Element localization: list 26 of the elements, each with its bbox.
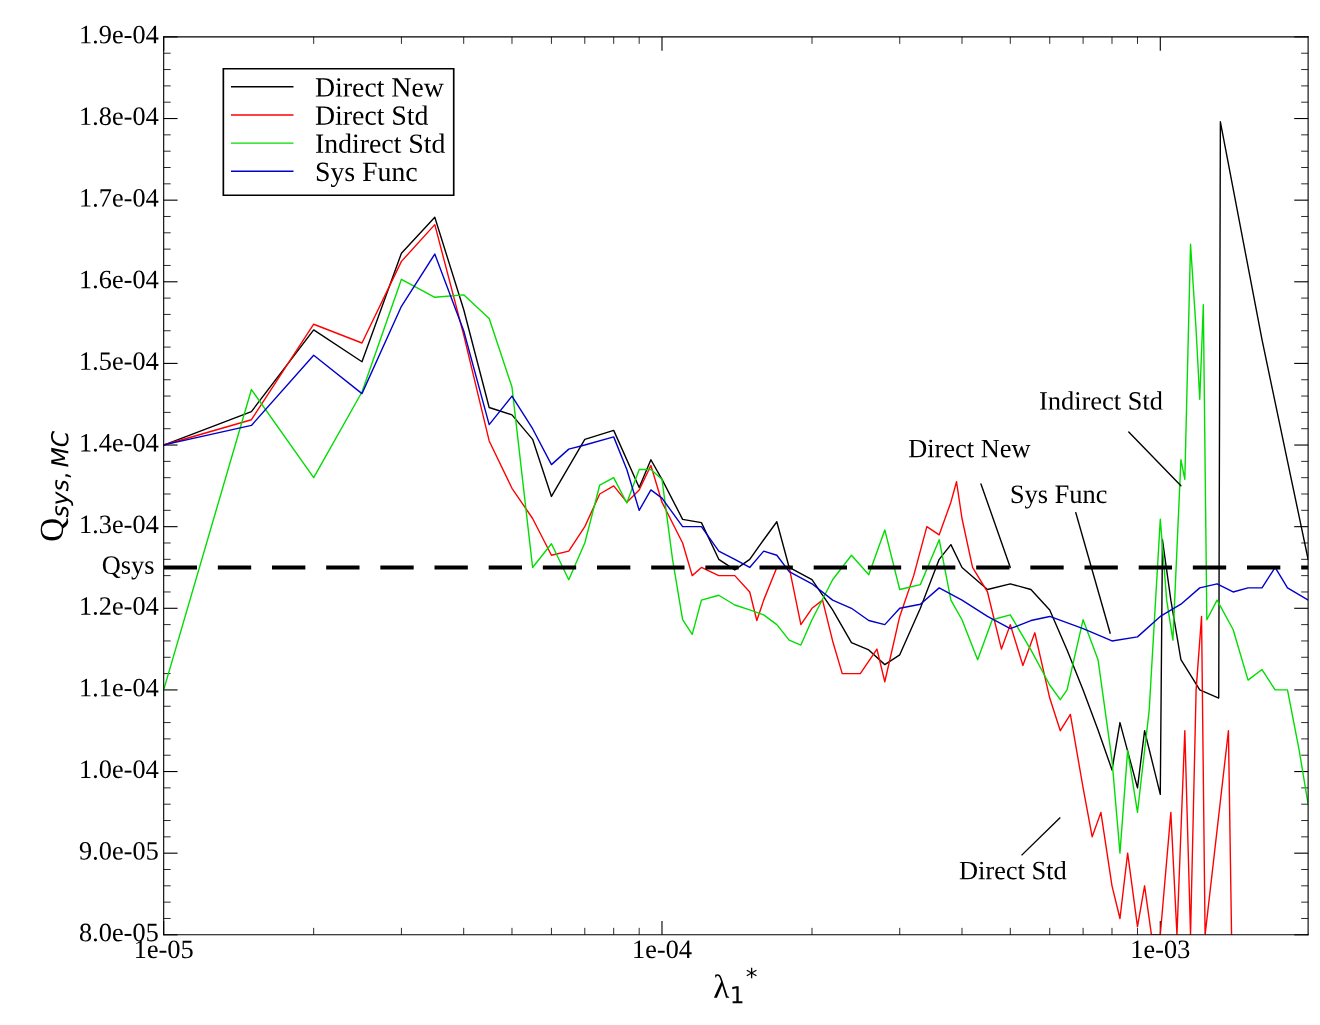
y-tick-label: 1.0e-04	[81, 760, 159, 779]
y-tick-label: 1.4e-04	[81, 433, 159, 452]
legend-label: Sys Func	[316, 162, 417, 187]
y-tick-label: 1.6e-04	[81, 270, 159, 289]
annotation: Sys Func	[1011, 485, 1107, 509]
y-tick-label: 8.0e-05	[79, 923, 158, 942]
annotation: Direct New	[908, 439, 1031, 458]
y-axis-title: Q$_{sys,MC}$	[40, 431, 74, 541]
annotation: Direct Std	[959, 860, 1067, 880]
y-tick-label: 1.5e-04	[81, 352, 159, 371]
x-tick-label: 1e-05	[135, 940, 193, 959]
y-tick-label: 1.2e-04	[81, 597, 159, 616]
y-tick-label: 1.9e-04	[81, 25, 159, 44]
y-tick-label: 1.3e-04	[81, 515, 159, 534]
x-axis-title: λ$_{1}$$^{*}$	[714, 967, 757, 1004]
x-tick-label: 1e-04	[634, 940, 692, 959]
legend-label: Direct Std	[315, 105, 429, 125]
y-tick-label: 1.8e-04	[81, 107, 159, 126]
x-tick-label: 1e-03	[1132, 940, 1190, 959]
legend-label: Indirect Std	[316, 133, 446, 154]
y-tick-label: 1.7e-04	[81, 188, 159, 207]
legend-label: Direct New	[315, 78, 444, 97]
ref-line-label: Qsys	[102, 556, 154, 580]
annotation: Indirect Std	[1040, 391, 1163, 410]
y-tick-label: 1.1e-04	[81, 678, 159, 697]
y-tick-label: 9.0e-05	[79, 841, 158, 860]
